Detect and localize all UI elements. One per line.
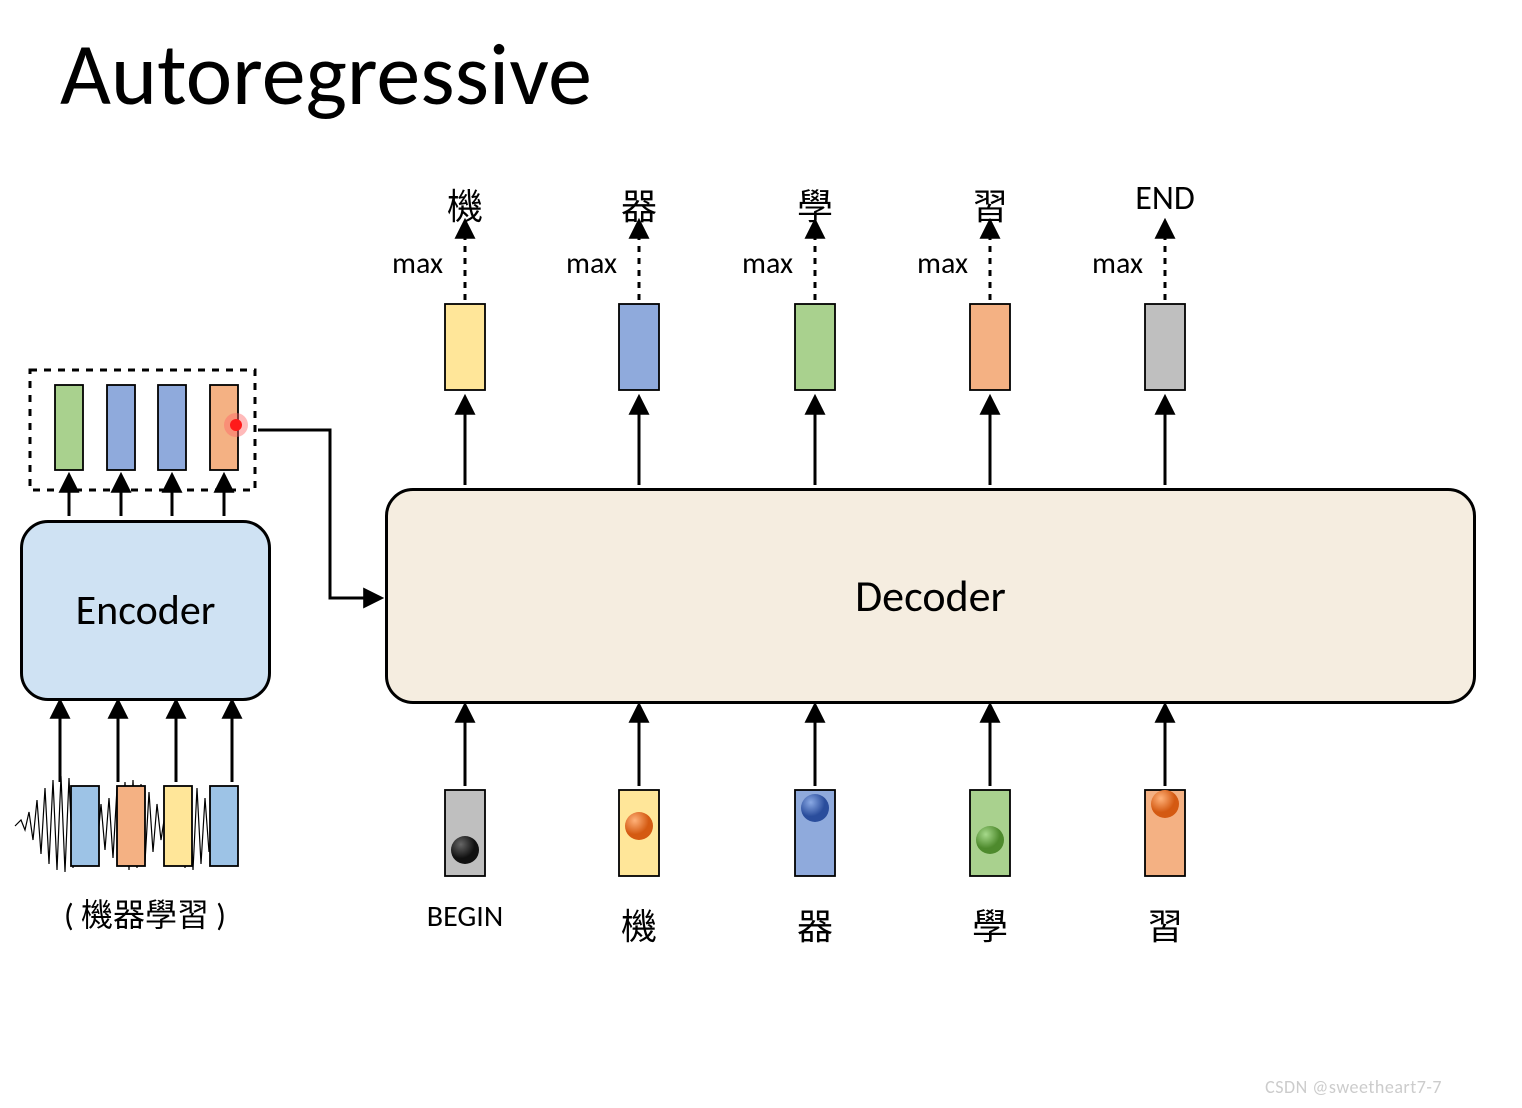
watermark: CSDN @sweetheart7-7: [1265, 1076, 1442, 1098]
in-label-4: 習: [1147, 898, 1183, 950]
encoder-to-decoder-arrow: [258, 430, 380, 598]
max-label-4: max: [1092, 245, 1143, 282]
in-label-1: 機: [621, 898, 657, 950]
encoder-box: Encoder: [20, 520, 271, 701]
decoder-input-arrows: [465, 706, 1165, 786]
max-label-1: max: [566, 245, 617, 282]
decoder-output-rects: [445, 304, 1185, 390]
out-label-3: 習: [972, 178, 1008, 230]
out-label-1: 器: [621, 178, 657, 230]
encoder-highlight-dot-core: [230, 419, 242, 431]
in-label-2: 器: [797, 898, 833, 950]
out-label-4: END: [1135, 178, 1194, 219]
decoder-input-rects: [445, 790, 1185, 876]
max-label-3: max: [917, 245, 968, 282]
max-label-0: max: [392, 245, 443, 282]
waveform-icon: [15, 776, 235, 872]
out-label-2: 學: [797, 178, 833, 230]
out-label-0: 機: [447, 178, 483, 230]
page-title: Autoregressive: [60, 20, 592, 128]
decoder-box: Decoder: [385, 488, 1476, 704]
encoder-input-bars: [71, 786, 238, 866]
decoder-label: Decoder: [855, 569, 1006, 623]
encoder-input-caption: ( 機器學習 ): [64, 890, 226, 936]
in-label-0: BEGIN: [427, 898, 503, 935]
encoder-highlight-dot: [224, 413, 248, 437]
encoder-output-bars: [55, 385, 238, 470]
enc-out-arrows: [69, 476, 224, 516]
in-label-3: 學: [972, 898, 1008, 950]
max-label-2: max: [742, 245, 793, 282]
encoder-output-dashed-box: [30, 370, 255, 490]
encoder-label: Encoder: [76, 585, 216, 636]
enc-in-arrows: [60, 702, 232, 782]
